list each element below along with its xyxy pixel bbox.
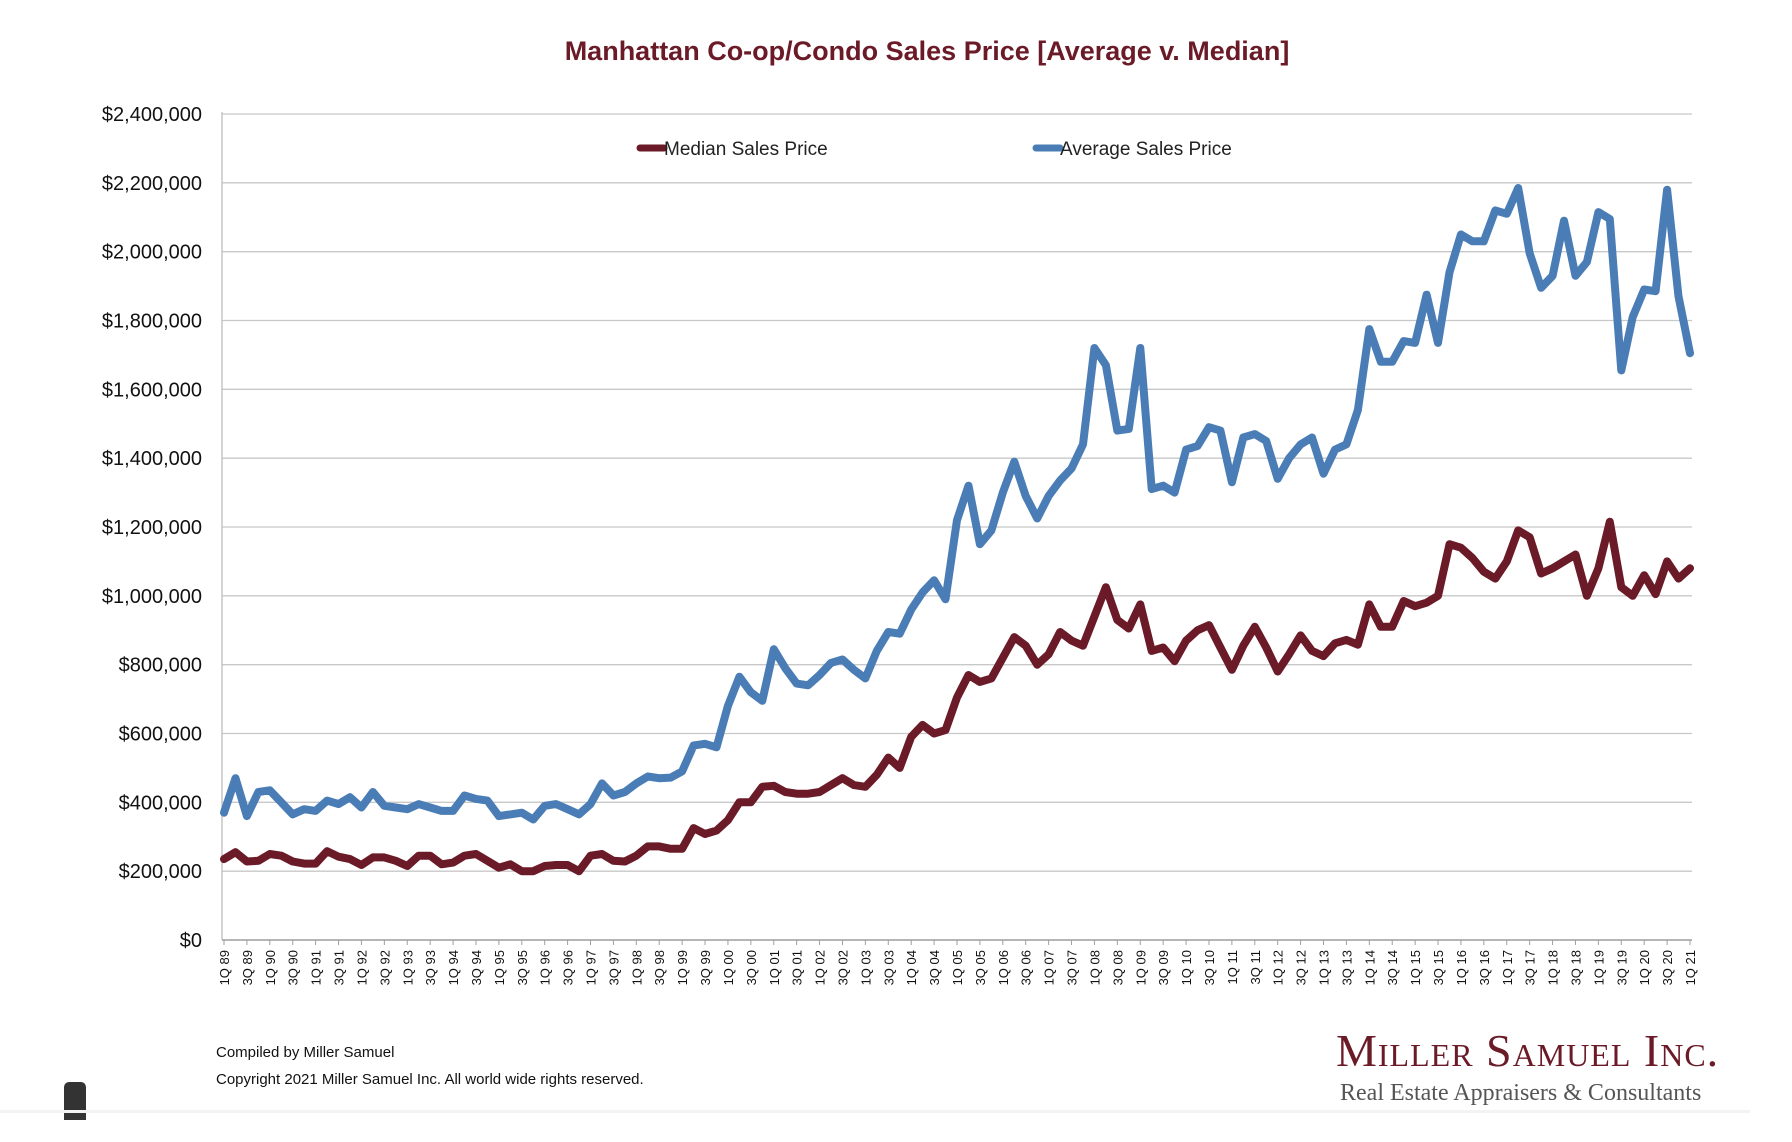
- x-tick-label: 3Q 09: [1156, 950, 1171, 985]
- x-tick-label: 3Q 12: [1294, 950, 1309, 985]
- x-tick-label: 3Q 18: [1568, 950, 1583, 985]
- legend-label: Median Sales Price: [664, 139, 828, 160]
- x-tick-label: 3Q 07: [1065, 950, 1080, 985]
- x-tick-label: 1Q 01: [767, 950, 782, 985]
- x-tick-label: 3Q 17: [1523, 950, 1538, 985]
- x-tick-label: 1Q 07: [1042, 950, 1057, 985]
- company-tagline: Real Estate Appraisers & Consultants: [1340, 1080, 1702, 1106]
- x-tick-label: 3Q 13: [1339, 950, 1354, 985]
- x-tick-label: 3Q 11: [1248, 950, 1263, 984]
- x-tick-label: 3Q 06: [1019, 950, 1034, 985]
- x-tick-label: 1Q 93: [400, 950, 415, 985]
- y-tick-label: $1,400,000: [102, 448, 202, 470]
- x-tick-label: 3Q 96: [561, 950, 576, 985]
- x-tick-label: 1Q 09: [1133, 950, 1148, 985]
- y-tick-label: $1,600,000: [102, 379, 202, 401]
- x-tick-label: 3Q 93: [423, 950, 438, 985]
- x-tick-label: 3Q 97: [606, 950, 621, 985]
- x-tick-label: 3Q 90: [286, 950, 301, 985]
- x-tick-label: 1Q 19: [1591, 950, 1606, 985]
- x-tick-label: 1Q 92: [354, 950, 369, 985]
- chart-title: Manhattan Co-op/Condo Sales Price [Avera…: [565, 36, 1290, 66]
- x-tick-label: 3Q 19: [1614, 950, 1629, 985]
- x-tick-label: 1Q 94: [446, 950, 461, 985]
- x-tick-label: 3Q 03: [881, 950, 896, 985]
- x-tick-label: 3Q 91: [332, 950, 347, 985]
- compiled-by-note: Compiled by Miller Samuel: [216, 1044, 395, 1061]
- x-tick-label: 3Q 98: [652, 950, 667, 985]
- y-tick-label: $600,000: [119, 724, 202, 746]
- y-tick-label: $1,000,000: [102, 586, 202, 608]
- corner-tab: [64, 1082, 86, 1120]
- average-sales-price-line: [220, 184, 1694, 824]
- x-tick-label: 1Q 21: [1683, 950, 1698, 985]
- x-tick-label: 1Q 17: [1500, 950, 1515, 985]
- x-tick-label: 3Q 92: [377, 950, 392, 985]
- x-tick-label: 3Q 02: [835, 950, 850, 985]
- x-tick-label: 1Q 99: [675, 950, 690, 985]
- y-tick-label: $2,000,000: [102, 242, 202, 264]
- x-tick-label: 3Q 14: [1385, 950, 1400, 985]
- x-tick-label: 1Q 95: [492, 950, 507, 985]
- x-tick-label: 3Q 01: [790, 950, 805, 985]
- legend-label: Average Sales Price: [1060, 139, 1232, 160]
- median-sales-price-line: [220, 517, 1694, 876]
- x-tick-label: 3Q 04: [927, 950, 942, 985]
- x-tick-label: 1Q 00: [721, 950, 736, 985]
- x-tick-label: 1Q 04: [904, 950, 919, 985]
- x-tick-label: 1Q 12: [1271, 950, 1286, 985]
- x-tick-label: 3Q 16: [1477, 950, 1492, 985]
- x-tick-label: 1Q 06: [996, 950, 1011, 985]
- x-tick-label: 1Q 98: [629, 950, 644, 985]
- legend: Median Sales Price Average Sales Price: [636, 139, 1232, 160]
- x-tick-label: 1Q 14: [1362, 950, 1377, 985]
- bottom-strip: [0, 1110, 1750, 1113]
- y-tick-label: $2,400,000: [102, 104, 202, 126]
- x-tick-label: 3Q 99: [698, 950, 713, 985]
- x-tick-label: 1Q 96: [538, 950, 553, 985]
- x-tick-label: 1Q 11: [1225, 950, 1240, 984]
- y-tick-label: $200,000: [119, 861, 202, 883]
- x-tick-label: 3Q 00: [744, 950, 759, 985]
- x-tick-label: 1Q 91: [309, 950, 324, 985]
- x-tick-label: 1Q 20: [1637, 950, 1652, 985]
- x-tick-label: 1Q 05: [950, 950, 965, 985]
- x-tick-label: 3Q 20: [1660, 950, 1675, 985]
- x-tick-label: 1Q 97: [584, 950, 599, 985]
- x-tick-label: 3Q 15: [1431, 950, 1446, 985]
- x-tick-label: 1Q 16: [1454, 950, 1469, 985]
- x-tick-label: 1Q 08: [1087, 950, 1102, 985]
- y-tick-label: $1,800,000: [102, 311, 202, 333]
- x-tick-label: 1Q 10: [1179, 950, 1194, 985]
- x-tick-label: 1Q 13: [1317, 950, 1332, 985]
- y-tick-label: $0: [180, 930, 202, 952]
- x-tick-label: 1Q 15: [1408, 950, 1423, 985]
- y-tick-label: $2,200,000: [102, 173, 202, 195]
- company-logo: Miller Samuel Inc.: [1336, 1025, 1720, 1076]
- x-tick-label: 3Q 10: [1202, 950, 1217, 985]
- y-tick-label: $800,000: [119, 655, 202, 677]
- y-tick-label: $400,000: [119, 792, 202, 814]
- x-tick-label: 1Q 18: [1546, 950, 1561, 985]
- x-tick-label: 3Q 05: [973, 950, 988, 985]
- x-tick-label: 3Q 08: [1110, 950, 1125, 985]
- x-tick-label: 1Q 89: [217, 950, 232, 985]
- x-tick-label: 1Q 02: [813, 950, 828, 985]
- y-tick-label: $1,200,000: [102, 517, 202, 539]
- x-tick-label: 1Q 03: [858, 950, 873, 985]
- x-tick-label: 3Q 94: [469, 950, 484, 985]
- x-tick-label: 3Q 95: [515, 950, 530, 985]
- x-tick-label: 1Q 90: [263, 950, 278, 985]
- x-tick-label: 3Q 89: [240, 950, 255, 985]
- copyright-note: Copyright 2021 Miller Samuel Inc. All wo…: [216, 1071, 644, 1088]
